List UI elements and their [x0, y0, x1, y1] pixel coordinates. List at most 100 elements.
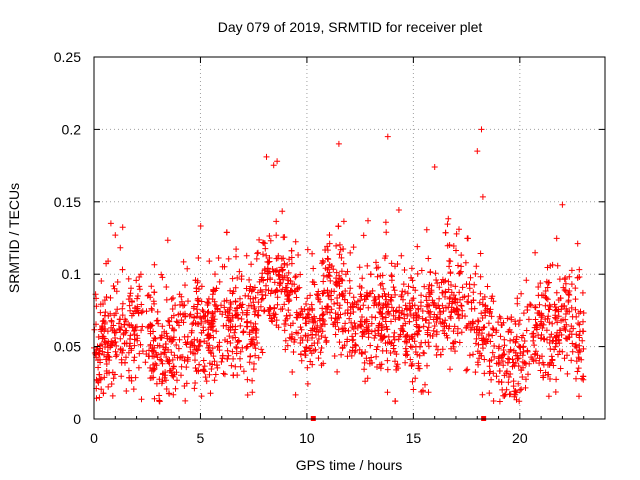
data-point	[248, 340, 255, 347]
data-point	[425, 308, 431, 315]
data-point	[314, 291, 320, 298]
data-point	[159, 371, 166, 378]
data-point	[448, 309, 455, 316]
data-point	[522, 384, 529, 391]
data-point	[440, 279, 447, 285]
data-point	[414, 243, 421, 250]
data-point	[228, 301, 234, 307]
data-point	[518, 290, 525, 297]
data-point	[212, 371, 219, 378]
data-point	[406, 318, 413, 325]
data-point	[391, 336, 398, 343]
data-point	[188, 329, 195, 336]
data-point	[148, 283, 155, 290]
data-point	[244, 343, 251, 350]
data-point	[375, 323, 382, 329]
data-point	[149, 344, 156, 351]
data-point	[208, 317, 215, 324]
data-point	[433, 328, 440, 335]
data-point	[450, 292, 457, 299]
data-point	[249, 377, 256, 384]
data-point	[180, 258, 187, 265]
data-point	[388, 304, 395, 311]
data-point	[237, 348, 244, 355]
data-point	[344, 310, 351, 316]
data-point	[209, 314, 216, 321]
data-point	[333, 242, 340, 249]
data-point	[488, 295, 495, 302]
data-point	[192, 357, 198, 364]
data-point	[104, 328, 111, 335]
data-point	[535, 332, 542, 339]
data-point	[515, 321, 522, 328]
data-point	[396, 314, 403, 321]
data-point	[336, 251, 343, 258]
data-point	[181, 333, 188, 340]
data-point	[410, 386, 417, 393]
data-point	[203, 378, 210, 385]
data-point	[219, 352, 226, 359]
data-point	[376, 361, 383, 368]
data-point	[517, 344, 524, 351]
data-point	[194, 321, 201, 327]
data-point	[564, 370, 571, 377]
data-point	[573, 344, 580, 351]
data-point	[416, 365, 423, 372]
data-point	[359, 350, 366, 357]
data-point	[288, 335, 295, 342]
data-point	[496, 313, 503, 320]
data-point	[326, 232, 333, 238]
data-point	[250, 286, 257, 293]
data-point	[99, 333, 106, 340]
data-point	[533, 321, 540, 328]
data-point	[192, 350, 198, 357]
data-point	[131, 354, 138, 361]
data-point	[486, 390, 493, 397]
data-point	[557, 295, 564, 302]
peak-point	[274, 158, 281, 165]
data-point	[260, 251, 266, 258]
data-point	[263, 282, 269, 289]
data-point	[317, 349, 324, 356]
data-point	[568, 357, 575, 364]
data-point	[486, 308, 493, 315]
data-point	[346, 277, 353, 284]
data-point	[371, 335, 378, 341]
data-point	[565, 291, 572, 298]
data-point	[251, 311, 258, 318]
data-point	[204, 299, 211, 306]
data-point	[395, 336, 402, 343]
data-point	[200, 313, 207, 320]
data-point	[176, 354, 183, 361]
data-point	[336, 302, 343, 309]
data-point	[521, 338, 528, 344]
data-point	[119, 300, 126, 307]
data-point	[486, 363, 493, 370]
data-point	[362, 378, 369, 385]
data-point	[556, 327, 563, 334]
data-point	[243, 285, 250, 292]
data-point	[138, 309, 145, 316]
data-point	[532, 316, 539, 323]
data-point	[403, 333, 410, 340]
data-point	[457, 268, 464, 275]
data-point	[158, 351, 164, 358]
data-point	[542, 369, 549, 376]
data-point	[113, 351, 120, 358]
data-point	[361, 318, 368, 325]
data-point	[402, 288, 408, 295]
data-point	[276, 268, 283, 275]
data-point	[388, 294, 395, 301]
data-point	[552, 314, 558, 321]
data-point	[319, 257, 326, 264]
data-point	[114, 306, 121, 313]
data-point	[425, 389, 432, 396]
data-point	[442, 288, 449, 295]
data-point	[425, 324, 432, 331]
data-point	[423, 316, 430, 323]
data-point	[126, 374, 133, 381]
data-point	[265, 287, 272, 294]
data-point	[471, 281, 478, 288]
data-point	[456, 226, 462, 233]
data-point	[368, 328, 375, 335]
